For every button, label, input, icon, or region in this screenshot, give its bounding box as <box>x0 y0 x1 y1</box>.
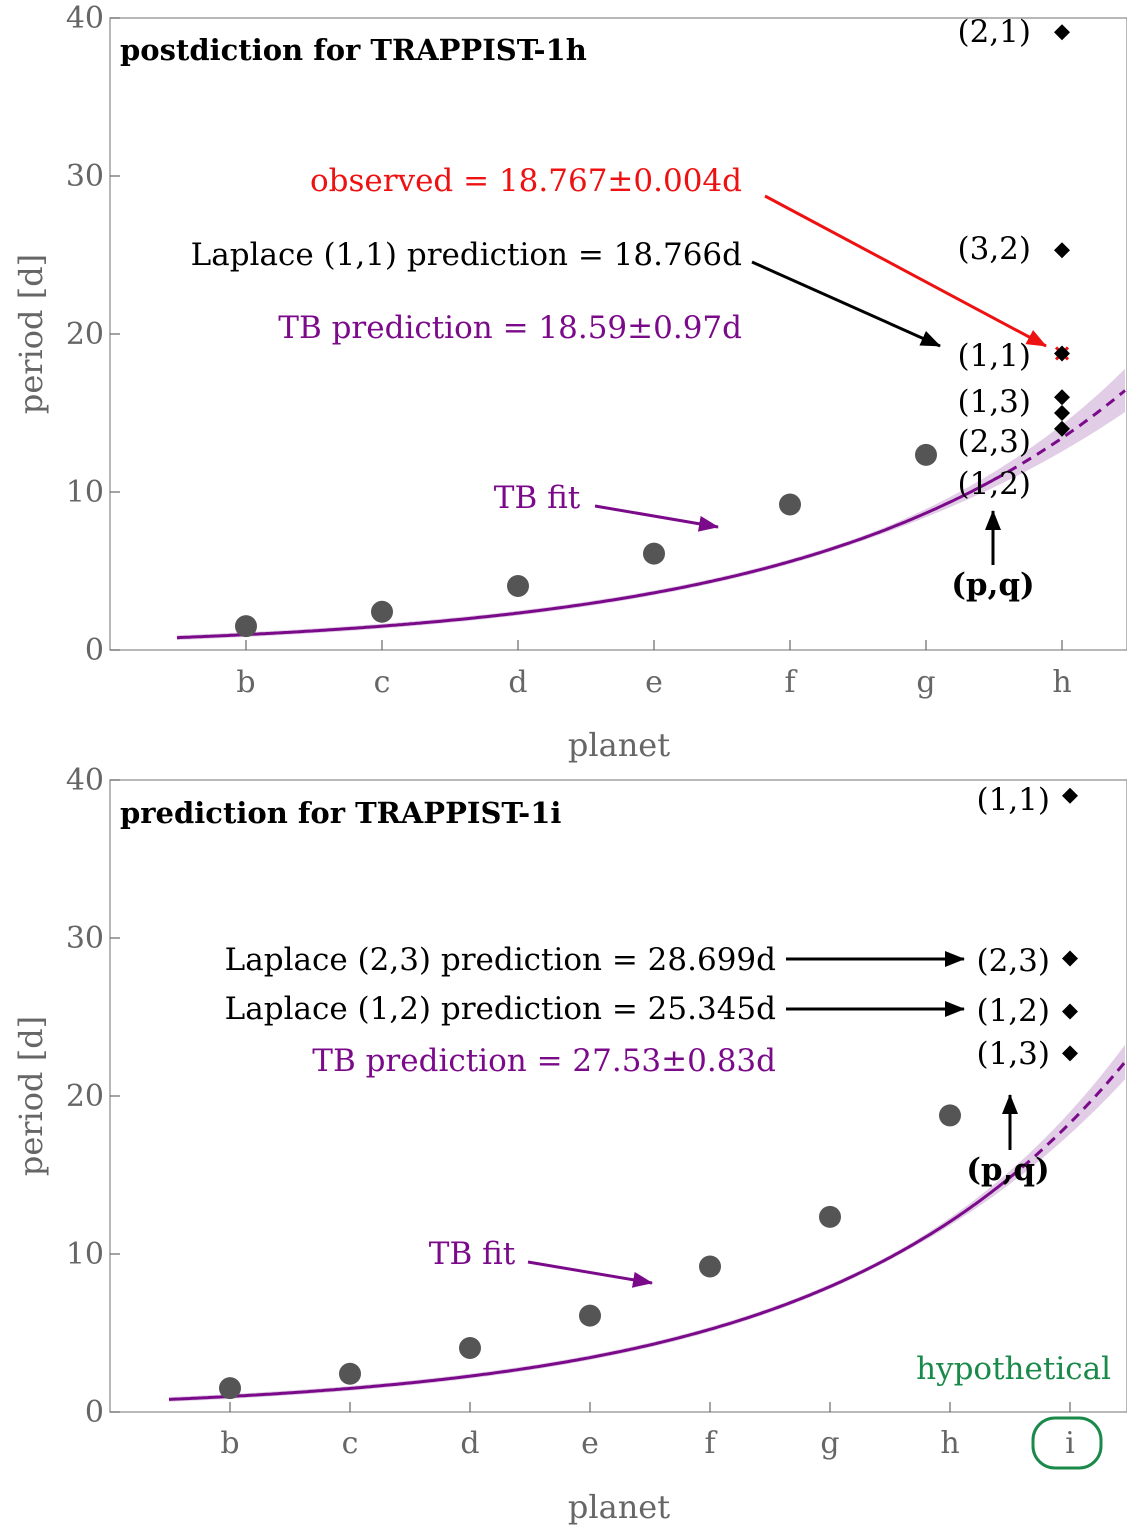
y-tick-label: 0 <box>85 1395 104 1430</box>
laplace-label: (2,1) <box>958 14 1032 50</box>
data-point-d <box>507 575 529 598</box>
hypothetical-highlight-box <box>1031 1416 1103 1470</box>
laplace-diamond <box>1062 1045 1078 1062</box>
data-point-f <box>699 1255 721 1278</box>
laplace-diamond <box>1054 420 1070 437</box>
chart-title: prediction for TRAPPIST-1i <box>120 796 561 830</box>
laplace-label: (1,1) <box>958 338 1032 374</box>
y-tick-label: 20 <box>66 1079 104 1114</box>
y-tick-label: 30 <box>66 921 104 956</box>
laplace-label: (1,3) <box>958 384 1032 420</box>
data-point-g <box>915 443 937 466</box>
x-axis-label: planet <box>568 1488 670 1526</box>
laplace-diamond <box>1054 405 1070 421</box>
x-tick-label-e: e <box>645 665 663 700</box>
x-tick-label-e: e <box>581 1426 599 1461</box>
x-axis-label: planet <box>568 726 670 764</box>
laplace-label: (1,1) <box>977 782 1051 818</box>
y-axis-label: period [d] <box>12 1016 50 1176</box>
plot-frame <box>109 779 1127 1413</box>
tb-prediction-annotation: TB prediction = 18.59±0.97d <box>278 310 742 346</box>
x-tick-label-c: c <box>342 1426 359 1461</box>
data-point-b <box>235 615 257 638</box>
laplace-label: (2,3) <box>958 424 1032 460</box>
laplace-arrow <box>751 260 941 348</box>
laplace-diamond <box>1062 950 1078 967</box>
laplace-diamond <box>1062 787 1078 804</box>
chart-panel-trappist-1i: 0 10 20 30 40 b c d e f g h i prediction for TRAPPIS… <box>12 763 1127 1526</box>
data-point-f <box>779 493 801 516</box>
laplace-prediction-annotation: Laplace (1,1) prediction = 18.766d <box>191 237 742 273</box>
laplace-diamond <box>1054 389 1070 406</box>
chart-title: postdiction for TRAPPIST-1h <box>120 33 587 67</box>
x-tick-label-f: f <box>704 1426 717 1461</box>
x-tick-label-i: i <box>1065 1426 1075 1461</box>
tb-fit-extrapolation <box>992 389 1126 482</box>
chart-panel-trappist-1h: 0 10 20 30 40 b c d e f g h postdiction for TRAPPIS… <box>12 1 1127 764</box>
x-tick-label-b: b <box>220 1426 239 1461</box>
tb-fit-curve <box>176 478 994 640</box>
y-tick-label: 40 <box>66 763 104 798</box>
tb-uncertainty-band <box>177 368 1125 641</box>
x-tick-label-g: g <box>916 665 935 700</box>
hypothetical-label: hypothetical <box>916 1351 1111 1387</box>
tb-fit-curve <box>168 1177 1010 1401</box>
laplace-diamond <box>1062 1003 1078 1020</box>
data-point-g <box>819 1205 841 1228</box>
observed-arrow <box>764 194 1047 348</box>
laplace-23-annotation: Laplace (2,3) prediction = 28.699d <box>225 942 776 978</box>
data-point-c <box>339 1362 361 1385</box>
laplace-diamond <box>1054 242 1070 259</box>
y-tick-label: 10 <box>66 1237 104 1272</box>
pq-label: (p,q) <box>951 567 1034 603</box>
y-tick-label: 20 <box>66 317 104 352</box>
data-point-c <box>371 600 393 623</box>
x-tick-label-f: f <box>784 665 797 700</box>
tb-fit-label: TB fit <box>429 1236 516 1272</box>
x-tick-label-d: d <box>508 665 527 700</box>
y-axis-label: period [d] <box>12 254 50 414</box>
tb-fit-extrapolation <box>1008 1059 1127 1180</box>
laplace-label: (1,3) <box>977 1036 1051 1072</box>
tb-prediction-annotation: TB prediction = 27.53±0.83d <box>312 1043 776 1079</box>
data-point-e <box>643 542 665 565</box>
x-tick-label-b: b <box>236 665 255 700</box>
y-tick-label: 0 <box>85 633 104 668</box>
observed-annotation: observed = 18.767±0.004d <box>310 163 742 199</box>
x-tick-label-h: h <box>940 1426 959 1461</box>
x-tick-label-g: g <box>820 1426 839 1461</box>
x-tick-label-c: c <box>374 665 391 700</box>
laplace-label: (1,2) <box>958 466 1032 502</box>
tb-uncertainty-band <box>169 1044 1125 1402</box>
laplace-label: (1,2) <box>977 993 1051 1029</box>
y-tick-label: 10 <box>66 475 104 510</box>
laplace-diamond <box>1054 345 1070 362</box>
data-point-e <box>579 1304 601 1327</box>
laplace-label: (3,2) <box>958 231 1032 267</box>
y-tick-label: 40 <box>66 1 104 36</box>
data-point-h <box>939 1104 961 1127</box>
y-tick-label: 30 <box>66 159 104 194</box>
x-tick-label-h: h <box>1052 665 1071 700</box>
data-point-d <box>459 1337 481 1360</box>
tb-fit-arrow <box>527 1260 653 1288</box>
laplace-diamond <box>1054 24 1070 41</box>
laplace-label: (2,3) <box>977 943 1051 979</box>
x-tick-label-d: d <box>460 1426 479 1461</box>
data-point-b <box>219 1377 241 1400</box>
pq-label: (p,q) <box>966 1152 1049 1188</box>
tb-fit-arrow <box>594 504 719 532</box>
tb-fit-label: TB fit <box>494 480 581 516</box>
laplace-12-annotation: Laplace (1,2) prediction = 25.345d <box>225 991 776 1027</box>
